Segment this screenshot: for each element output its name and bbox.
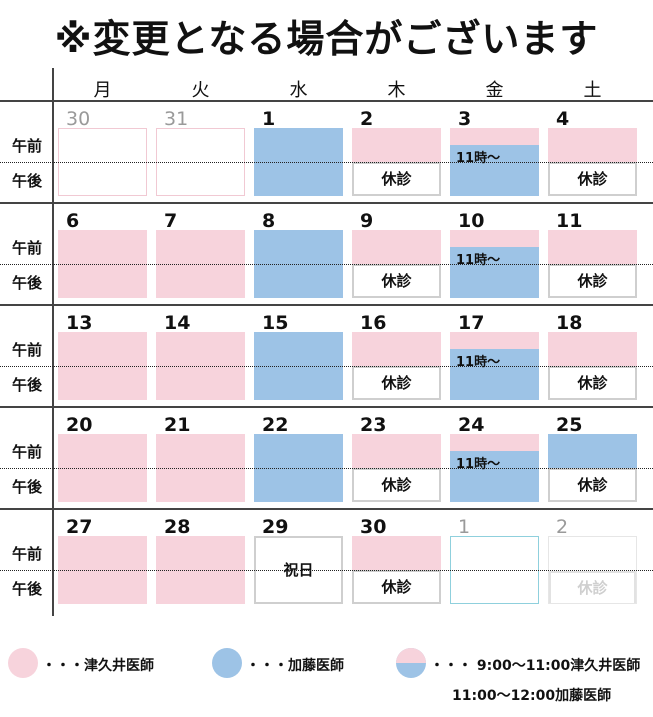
weekday-header: 土	[583, 80, 602, 101]
day-number: 3	[458, 108, 472, 130]
grid-divider	[0, 406, 653, 408]
period-label-pm: 午後	[11, 172, 42, 190]
day-number: 8	[262, 210, 276, 232]
weekday-header: 水	[289, 80, 308, 101]
period-label-am: 午前	[11, 341, 42, 359]
weekday-header: 月	[93, 80, 112, 101]
legend-kato-label: ・・・加藤医師	[246, 658, 344, 674]
closed-label: 休診	[352, 162, 441, 196]
day-number: 2	[556, 516, 569, 538]
day-number: 27	[66, 516, 93, 538]
day-number: 9	[360, 210, 374, 232]
day-number: 4	[556, 108, 570, 130]
grid-divider	[0, 508, 653, 510]
day-number: 31	[164, 108, 189, 130]
day-number: 1	[262, 108, 276, 130]
page-title: ※変更となる場合がございます	[54, 17, 599, 61]
morning-tsukui-segment	[450, 128, 539, 145]
day-number: 29	[262, 516, 289, 538]
grid-divider	[0, 304, 653, 306]
morning-tsukui-segment	[450, 230, 539, 247]
period-label-pm: 午後	[11, 478, 42, 496]
am-pm-divider	[0, 162, 653, 163]
closed-label: 休診	[548, 162, 637, 196]
day-number: 1	[458, 516, 471, 538]
legend-split-label-1: ・・・ 9:00～11:00津久井医師	[430, 658, 641, 674]
closed-label: 休診	[549, 571, 636, 603]
morning-tsukui-segment	[450, 332, 539, 349]
day-number: 18	[556, 312, 583, 334]
time-label: 11時～	[456, 355, 501, 370]
am-pm-divider	[0, 264, 653, 265]
closed-label: 休診	[548, 264, 637, 298]
period-label-pm: 午後	[11, 376, 42, 394]
am-pm-divider	[0, 366, 653, 367]
closed-label: 休診	[548, 468, 637, 502]
day-number: 30	[66, 108, 91, 130]
weekday-header: 金	[485, 80, 504, 101]
closed-label: 休診	[352, 468, 441, 502]
legend-split-label-2: 11:00～12:00加藤医師	[452, 688, 612, 704]
closed-label: 休診	[352, 570, 441, 604]
period-label-am: 午前	[11, 137, 42, 155]
time-label: 11時～	[456, 457, 501, 472]
period-label-am: 午前	[11, 545, 42, 563]
day-number: 11	[556, 210, 583, 232]
period-label-pm: 午後	[11, 274, 42, 292]
legend-pink-dot	[8, 648, 38, 678]
day-number: 16	[360, 312, 387, 334]
day-number: 10	[458, 210, 485, 232]
period-label-am: 午前	[11, 239, 42, 257]
calendar-grid: 月火水木金土午前 午後 30 31 1 2 休診 3 11時～ 4 休診 午前 午後 6 7 8 9 休診 10 11…	[0, 68, 653, 616]
period-label-am: 午前	[11, 443, 42, 461]
day-number: 2	[360, 108, 374, 130]
day-number: 20	[66, 414, 93, 436]
weekday-header: 木	[387, 80, 406, 101]
day-number: 14	[164, 312, 191, 334]
day-number: 13	[66, 312, 93, 334]
day-number: 25	[556, 414, 583, 436]
legend-tsukui-label: ・・・津久井医師	[42, 658, 154, 674]
am-pm-divider	[0, 570, 653, 571]
day-number: 24	[458, 414, 485, 436]
time-label: 11時～	[456, 253, 501, 268]
day-number: 15	[262, 312, 289, 334]
day-number: 21	[164, 414, 191, 436]
legend-split-dot	[396, 648, 426, 678]
day-number: 23	[360, 414, 387, 436]
day-number: 28	[164, 516, 191, 538]
grid-divider	[0, 202, 653, 204]
day-number: 7	[164, 210, 178, 232]
grid-divider	[52, 68, 54, 616]
day-number: 22	[262, 414, 289, 436]
time-label: 11時～	[456, 151, 501, 166]
closed-label: 休診	[352, 264, 441, 298]
grid-divider	[0, 100, 653, 102]
closed-label: 休診	[548, 366, 637, 400]
closed-label: 休診	[352, 366, 441, 400]
day-number: 17	[458, 312, 485, 334]
am-pm-divider	[0, 468, 653, 469]
weekday-header: 火	[191, 80, 210, 101]
day-number: 30	[360, 516, 387, 538]
period-label-pm: 午後	[11, 580, 42, 598]
day-number: 6	[66, 210, 80, 232]
morning-tsukui-segment	[450, 434, 539, 451]
legend-blue-dot	[212, 648, 242, 678]
